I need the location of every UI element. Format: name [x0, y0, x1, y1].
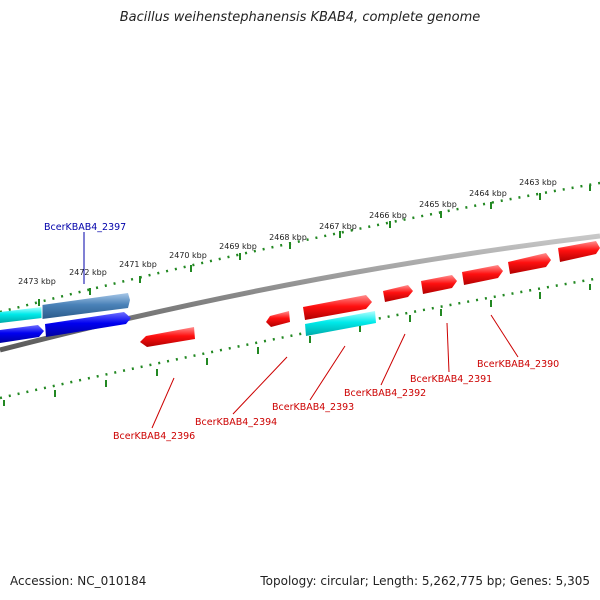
- gene-label: BcerKBAB4_2393: [272, 402, 354, 413]
- outer-major-ticks: [38, 185, 591, 306]
- gene-arrow: [42, 293, 130, 319]
- gene-arrow: [303, 295, 372, 320]
- gene-arrow: [45, 312, 131, 337]
- gene-arrow: [0, 307, 42, 323]
- gene-arrow: [305, 311, 376, 336]
- gene-arrow: [266, 311, 290, 327]
- gene-label: BcerKBAB4_2396: [113, 431, 195, 442]
- gene-arrow: [462, 265, 503, 285]
- gene-label: BcerKBAB4_2392: [344, 388, 426, 399]
- tick-labels: 2463 kbp 2464 kbp 2465 kbp 2466 kbp 2467…: [18, 178, 557, 286]
- map-title: Bacillus weihenstephanensis KBAB4, compl…: [119, 10, 481, 25]
- gene-label: BcerKBAB4_2394: [195, 417, 277, 428]
- forward-features: [0, 241, 600, 323]
- gene-label: BcerKBAB4_2397: [44, 222, 126, 233]
- tick-label: 2464 kbp: [469, 189, 507, 198]
- gene-arrow: [140, 327, 195, 347]
- genome-summary-text: Topology: circular; Length: 5,262,775 bp…: [260, 574, 590, 588]
- gene-arrow: [383, 285, 413, 302]
- tick-label: 2467 kbp: [319, 222, 357, 231]
- label-leaders: [83, 232, 519, 429]
- gene-arrow: [421, 275, 457, 294]
- tick-label: 2472 kbp: [69, 268, 107, 277]
- gene-label: BcerKBAB4_2391: [410, 374, 492, 385]
- gene-label: BcerKBAB4_2390: [477, 359, 559, 370]
- inner-major-ticks: [3, 284, 591, 406]
- tick-label: 2470 kbp: [169, 251, 207, 260]
- reverse-features: [0, 311, 376, 347]
- tick-label: 2468 kbp: [269, 233, 307, 242]
- gene-arrow: [508, 253, 551, 274]
- tick-label: 2469 kbp: [219, 242, 257, 251]
- tick-label: 2473 kbp: [18, 277, 56, 286]
- tick-label: 2463 kbp: [519, 178, 557, 187]
- gene-labels: BcerKBAB4_2397 BcerKBAB4_2390 BcerKBAB4_…: [44, 222, 559, 442]
- tick-label: 2466 kbp: [369, 211, 407, 220]
- tick-label: 2471 kbp: [119, 260, 157, 269]
- gene-arrow: [0, 325, 44, 343]
- tick-label: 2465 kbp: [419, 200, 457, 209]
- accession-text: Accession: NC_010184: [10, 574, 147, 588]
- inner-tick-track: [0, 276, 600, 400]
- gene-arrow: [558, 241, 600, 262]
